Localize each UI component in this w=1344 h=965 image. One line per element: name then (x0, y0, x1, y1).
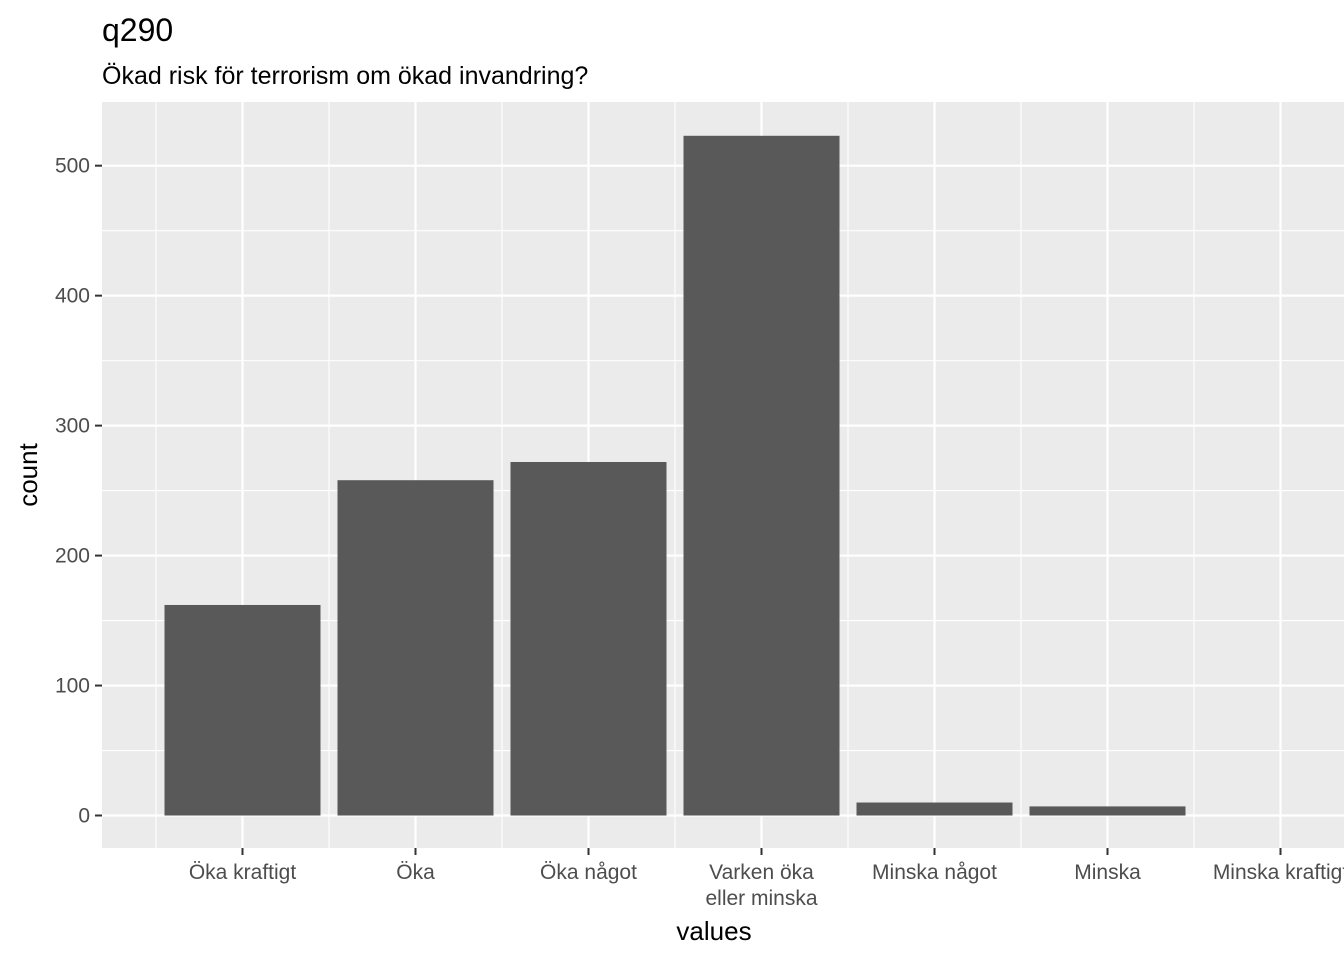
x-tick-label: Öka något (540, 861, 637, 884)
bar (683, 135, 840, 816)
bar (164, 604, 321, 816)
bar (1029, 806, 1186, 816)
y-tick-label: 200 (55, 545, 90, 568)
x-tick-label: Minska kraftigt (1213, 861, 1344, 884)
x-tick-label: Varken öka eller minska (705, 861, 817, 910)
x-tick-label: Öka (396, 861, 435, 884)
x-axis: Öka kraftigt Öka Öka något Varken öka eller … (189, 848, 1344, 910)
bar (510, 462, 667, 816)
bar (856, 802, 1013, 816)
y-axis-title: count (13, 442, 43, 506)
y-tick-label: 0 (78, 805, 90, 828)
x-tick-label: Minska något (872, 861, 997, 884)
x-tick-label: Öka kraftigt (189, 861, 297, 884)
bar (337, 480, 494, 816)
bars (164, 135, 1186, 816)
x-tick-label: Minska (1074, 861, 1141, 884)
chart-title: q290 (102, 12, 173, 48)
y-tick-label: 400 (55, 285, 90, 308)
y-axis: 0 100 200 300 400 500 (55, 155, 102, 828)
y-tick-label: 100 (55, 675, 90, 698)
y-tick-label: 300 (55, 415, 90, 438)
chart-subtitle: Ökad risk för terrorism om ökad invandri… (102, 62, 588, 90)
x-axis-title: values (676, 916, 751, 946)
y-tick-label: 500 (55, 155, 90, 178)
